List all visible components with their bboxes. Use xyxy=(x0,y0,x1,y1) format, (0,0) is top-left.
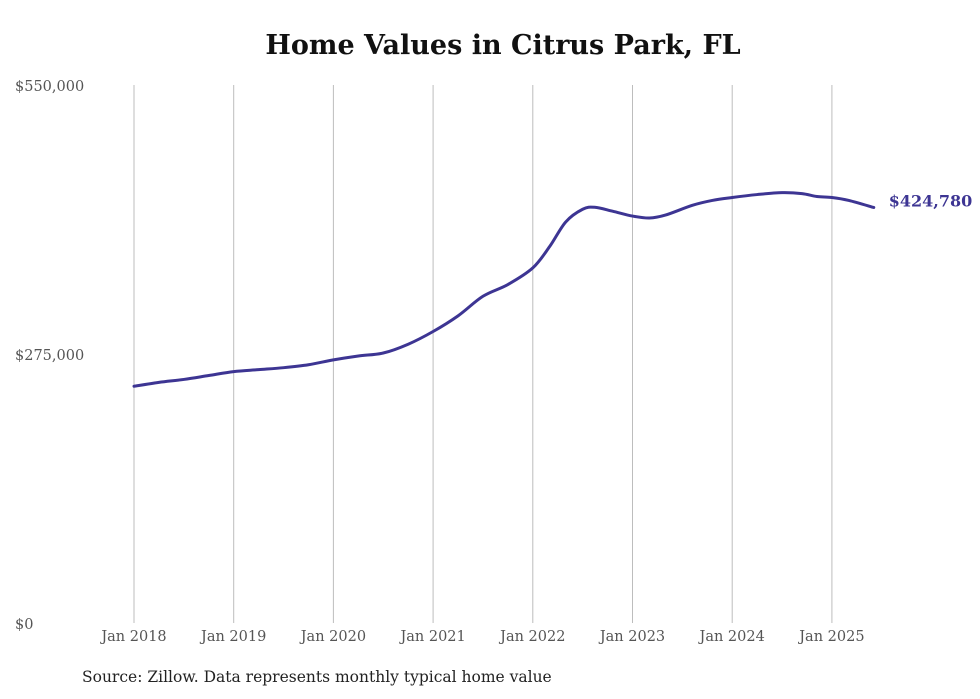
end-value-label: $424,780 xyxy=(889,191,973,210)
x-tick-label: Jan 2023 xyxy=(598,629,665,645)
x-tick-label: Jan 2018 xyxy=(99,629,166,645)
x-tick-label: Jan 2024 xyxy=(698,629,765,645)
x-tick-label: Jan 2020 xyxy=(299,629,366,645)
source-note: Source: Zillow. Data represents monthly … xyxy=(82,668,552,686)
y-tick-label: $550,000 xyxy=(15,79,84,95)
x-tick-label: Jan 2022 xyxy=(498,629,565,645)
chart-title: Home Values in Citrus Park, FL xyxy=(265,30,741,61)
x-tick-label: Jan 2025 xyxy=(797,629,864,645)
y-tick-label: $0 xyxy=(15,617,33,633)
series-line xyxy=(132,191,876,388)
x-tick-label: Jan 2021 xyxy=(398,629,465,645)
y-tick-label: $275,000 xyxy=(15,348,84,364)
x-tick-label: Jan 2019 xyxy=(199,629,266,645)
